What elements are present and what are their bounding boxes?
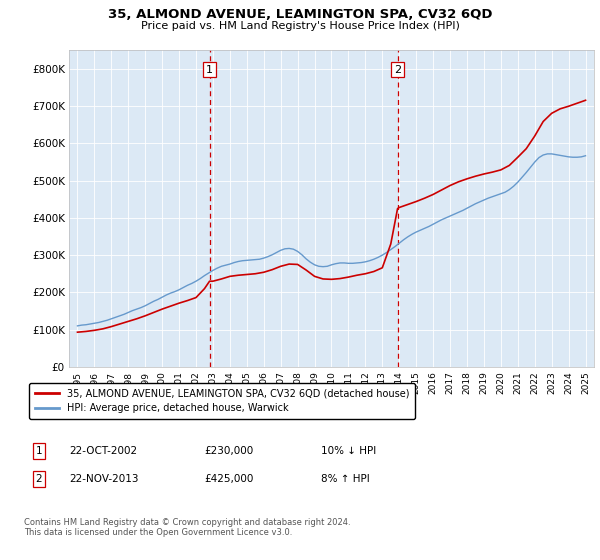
Text: 22-OCT-2002: 22-OCT-2002 — [69, 446, 137, 456]
Text: 10% ↓ HPI: 10% ↓ HPI — [321, 446, 376, 456]
Text: Price paid vs. HM Land Registry's House Price Index (HPI): Price paid vs. HM Land Registry's House … — [140, 21, 460, 31]
Text: 1: 1 — [35, 446, 43, 456]
Legend: 35, ALMOND AVENUE, LEAMINGTON SPA, CV32 6QD (detached house), HPI: Average price: 35, ALMOND AVENUE, LEAMINGTON SPA, CV32 … — [29, 383, 415, 419]
Text: 35, ALMOND AVENUE, LEAMINGTON SPA, CV32 6QD: 35, ALMOND AVENUE, LEAMINGTON SPA, CV32 … — [108, 8, 492, 21]
Text: 1: 1 — [206, 64, 213, 74]
Text: 8% ↑ HPI: 8% ↑ HPI — [321, 474, 370, 484]
Text: 2: 2 — [394, 64, 401, 74]
Text: 2: 2 — [35, 474, 43, 484]
Text: £230,000: £230,000 — [204, 446, 253, 456]
Text: Contains HM Land Registry data © Crown copyright and database right 2024.
This d: Contains HM Land Registry data © Crown c… — [24, 518, 350, 538]
Text: £425,000: £425,000 — [204, 474, 253, 484]
Text: 22-NOV-2013: 22-NOV-2013 — [69, 474, 139, 484]
